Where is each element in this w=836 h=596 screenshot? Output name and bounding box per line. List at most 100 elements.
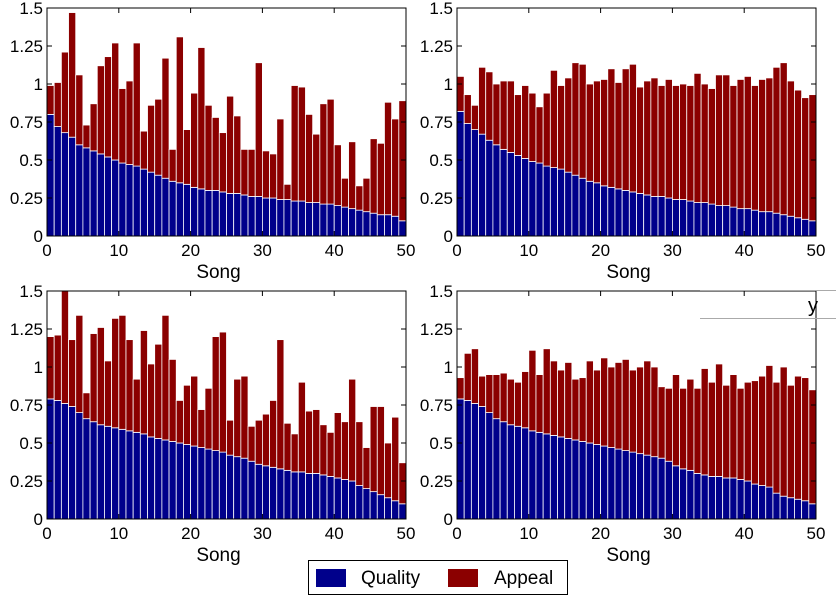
bar-appeal bbox=[283, 183, 292, 200]
bar-quality bbox=[261, 197, 270, 236]
bar-quality bbox=[715, 476, 724, 519]
bar-quality bbox=[355, 209, 364, 236]
bar-quality bbox=[211, 189, 220, 236]
bar-quality bbox=[470, 403, 479, 519]
bar-quality bbox=[794, 498, 803, 519]
bar-appeal bbox=[147, 104, 156, 173]
y-tick-label: 1 bbox=[444, 358, 453, 377]
x-tick-label: 30 bbox=[253, 524, 272, 543]
bar-appeal bbox=[233, 115, 242, 194]
bar-appeal bbox=[297, 381, 306, 473]
bar-quality bbox=[254, 196, 263, 236]
bar-quality bbox=[470, 129, 479, 236]
bar-appeal bbox=[542, 348, 551, 435]
bar-quality bbox=[499, 148, 508, 236]
bar-appeal bbox=[276, 118, 285, 200]
bar-quality bbox=[729, 477, 738, 519]
bar-quality bbox=[564, 171, 573, 236]
bar-appeal bbox=[528, 92, 537, 162]
bar-quality bbox=[147, 171, 156, 236]
bar-appeal bbox=[175, 400, 184, 444]
bar-appeal bbox=[75, 314, 84, 414]
stray-fragment: y bbox=[700, 290, 836, 319]
bar-quality bbox=[118, 428, 127, 519]
bar-quality bbox=[722, 205, 731, 236]
bar-quality bbox=[276, 468, 285, 519]
bar-quality bbox=[535, 431, 544, 519]
bar-appeal bbox=[75, 74, 84, 146]
bar-quality bbox=[168, 180, 177, 236]
x-tick-label: 20 bbox=[591, 524, 610, 543]
bar-quality bbox=[369, 212, 378, 236]
bar-appeal bbox=[664, 387, 673, 462]
bar-quality bbox=[247, 196, 256, 236]
bar-appeal bbox=[779, 62, 788, 216]
bar-quality bbox=[463, 400, 472, 519]
bar-appeal bbox=[68, 12, 77, 138]
y-tick-label: 1.5 bbox=[19, 0, 43, 18]
bar-appeal bbox=[743, 381, 752, 482]
bar-quality bbox=[290, 471, 299, 519]
y-tick-label: 0.25 bbox=[10, 189, 43, 208]
bar-quality bbox=[233, 193, 242, 236]
bar-quality bbox=[391, 500, 400, 519]
bar-quality bbox=[139, 433, 148, 519]
bar-appeal bbox=[60, 291, 69, 404]
bar-appeal bbox=[707, 381, 716, 477]
bar-appeal bbox=[729, 85, 738, 208]
bar-appeal bbox=[672, 374, 680, 467]
bar-quality bbox=[204, 189, 213, 236]
bar-appeal bbox=[111, 317, 120, 429]
bar-appeal bbox=[398, 462, 406, 505]
bar-appeal bbox=[211, 117, 220, 191]
bar-appeal bbox=[470, 348, 479, 404]
x-axis-title: Song bbox=[196, 545, 240, 566]
bar-quality bbox=[89, 150, 98, 236]
bar-appeal bbox=[636, 86, 645, 194]
bar-quality bbox=[808, 503, 816, 519]
bar-quality bbox=[772, 212, 781, 236]
x-tick-label: 0 bbox=[42, 524, 51, 543]
bar-quality bbox=[707, 476, 716, 519]
bar-appeal bbox=[254, 62, 263, 197]
bar-appeal bbox=[593, 369, 601, 445]
bar-appeal bbox=[607, 366, 616, 448]
bar-appeal bbox=[276, 339, 285, 470]
bar-quality bbox=[664, 460, 673, 519]
bar-quality bbox=[154, 174, 163, 236]
bar-appeal bbox=[794, 375, 803, 500]
y-tick-label: 1 bbox=[34, 358, 43, 377]
bar-quality bbox=[621, 189, 630, 236]
x-tick-label: 10 bbox=[109, 524, 128, 543]
bar-appeal bbox=[506, 378, 515, 426]
bar-quality bbox=[614, 448, 623, 519]
y-tick-label: 1 bbox=[444, 75, 453, 94]
bar-appeal bbox=[715, 74, 724, 206]
bar-appeal bbox=[240, 148, 249, 196]
bar-appeal bbox=[391, 416, 400, 502]
bar-quality bbox=[326, 476, 335, 519]
bar-quality bbox=[376, 214, 385, 236]
bar-quality bbox=[607, 186, 616, 236]
bar-quality bbox=[75, 412, 84, 519]
bar-quality bbox=[478, 133, 487, 236]
bar-quality bbox=[794, 217, 803, 236]
bar-quality bbox=[736, 479, 745, 519]
bar-quality bbox=[808, 220, 816, 236]
bar-quality bbox=[369, 491, 378, 519]
bar-appeal bbox=[521, 371, 530, 429]
bar-quality bbox=[636, 193, 645, 236]
bar-quality bbox=[154, 438, 163, 519]
bar-quality bbox=[312, 472, 321, 519]
bar-appeal bbox=[564, 362, 573, 439]
bar-appeal bbox=[218, 331, 227, 453]
x-axis-title: Song bbox=[196, 262, 240, 283]
bar-appeal bbox=[47, 336, 55, 400]
bar-appeal bbox=[104, 56, 113, 158]
bar-appeal bbox=[578, 377, 587, 442]
bar-quality bbox=[276, 199, 285, 236]
legend-box bbox=[308, 560, 568, 595]
bar-quality bbox=[211, 450, 220, 519]
bar-quality bbox=[96, 153, 105, 236]
bar-appeal bbox=[564, 77, 573, 173]
